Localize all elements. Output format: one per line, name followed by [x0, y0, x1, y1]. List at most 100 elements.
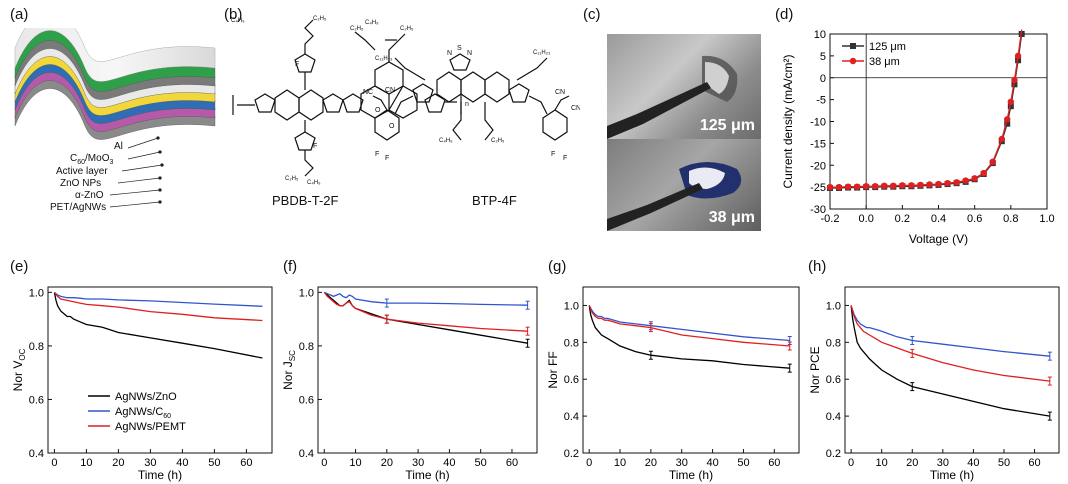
- data-point: [862, 183, 870, 190]
- leader-lines: [109, 136, 164, 208]
- photo-38um: 38 μm: [607, 139, 761, 231]
- series-line-2: [323, 292, 528, 332]
- data-point: [835, 183, 843, 191]
- stack-layers: [14, 28, 216, 140]
- svg-text:F: F: [295, 61, 299, 68]
- x-axis-label: Voltage (V): [909, 232, 968, 246]
- x-axis-label: Time (h): [669, 468, 713, 482]
- x-tick-label: 10: [876, 457, 888, 469]
- y-tick-label: 0.6: [564, 374, 579, 386]
- data-point: [1007, 98, 1015, 106]
- panel-letter-a: (a): [10, 6, 29, 23]
- device-stack-illustration: [14, 28, 216, 208]
- x-tick-label: 20: [112, 457, 124, 469]
- y-axis-label: Current density (mA/cm²): [781, 54, 795, 188]
- y-tick-label: 1.0: [299, 287, 314, 299]
- y-tick-label: 0.6: [826, 374, 841, 386]
- series-line-2: [53, 291, 263, 322]
- series-line-0: [53, 292, 263, 359]
- svg-text:N: N: [467, 50, 472, 57]
- x-tick-label: 1.0: [1039, 213, 1054, 225]
- x-axis-label: Time (h): [405, 468, 449, 482]
- x-axis-label: Time (h): [930, 468, 974, 482]
- svg-text:C₄H₉: C₄H₉: [365, 20, 379, 26]
- x-tick-label: 30: [412, 457, 424, 469]
- y-tick-label: 0.4: [29, 448, 44, 460]
- data-point: [1014, 52, 1022, 60]
- x-tick-label: 0.6: [967, 213, 982, 225]
- y-tick-label: 5: [820, 51, 826, 63]
- data-point: [890, 182, 897, 190]
- x-tick-label: 0.0: [859, 213, 874, 225]
- molecule-name-pbdb-t-2f: PBDB-T-2F: [272, 193, 339, 208]
- series-line-1: [588, 305, 790, 342]
- y-tick-label: 0.4: [826, 411, 841, 423]
- data-point: [962, 177, 969, 184]
- legend-marker: [849, 57, 857, 65]
- y-tick-label: 0.6: [299, 394, 314, 406]
- panel-letter-e: (e): [10, 258, 29, 275]
- plot-frame: [844, 286, 1060, 454]
- x-tick-label: 0: [848, 457, 854, 469]
- svg-text:O: O: [389, 123, 395, 130]
- data-point: [917, 181, 924, 189]
- svg-text:C₄H₉: C₄H₉: [231, 18, 245, 24]
- data-point: [971, 175, 978, 182]
- plot-frame: [47, 286, 273, 454]
- layer-label-pet-agnws: PET/AgNWs: [50, 202, 107, 213]
- panel-letter-b: (b): [224, 6, 243, 23]
- x-tick-label: 30: [144, 457, 156, 469]
- data-point: [1004, 116, 1011, 123]
- series-line-0: [588, 305, 790, 369]
- data-point: [881, 182, 888, 190]
- x-tick-label: 10: [614, 457, 626, 469]
- panel-letter-g: (g): [548, 258, 567, 275]
- x-tick-label: 60: [240, 457, 252, 469]
- y-tick-label: 0.8: [299, 341, 314, 353]
- y-tick-label: -30: [810, 204, 826, 216]
- data-point: [853, 183, 861, 190]
- data-point: [944, 179, 951, 187]
- x-tick-label: 0: [51, 457, 57, 469]
- svg-text:F: F: [385, 155, 389, 162]
- y-tick-label: 0.2: [826, 448, 841, 460]
- data-point: [1011, 81, 1018, 88]
- data-point: [1004, 120, 1011, 127]
- x-tick-label: 30: [937, 457, 949, 469]
- x-tick-label: 40: [706, 457, 718, 469]
- panel-letter-d: (d): [775, 6, 794, 23]
- data-point: [844, 183, 852, 190]
- svg-text:F: F: [313, 143, 317, 150]
- svg-text:C₂H₅: C₂H₅: [313, 16, 327, 22]
- y-tick-label: 1.0: [29, 287, 44, 299]
- y-axis-label: Nor JSC: [281, 350, 297, 390]
- photo-125um: 125 μm: [607, 34, 761, 139]
- svg-text:C₂H₅: C₂H₅: [350, 26, 364, 32]
- panel-letter-f: (f): [283, 258, 298, 275]
- legend-label: 38 μm: [869, 56, 900, 68]
- x-tick-label: 50: [475, 457, 487, 469]
- y-tick-label: -5: [816, 95, 826, 107]
- series-line-1: [324, 291, 528, 306]
- svg-text:C₂H₅: C₂H₅: [491, 138, 505, 144]
- x-tick-label: 0.8: [1003, 213, 1018, 225]
- svg-text:n: n: [465, 101, 469, 108]
- svg-text:CN: CN: [385, 87, 395, 94]
- series-line-2: [850, 305, 1050, 382]
- series-line-0: [850, 305, 1050, 417]
- x-tick-label: 0.2: [895, 213, 910, 225]
- y-tick-label: 0.8: [826, 337, 841, 349]
- svg-text:F: F: [551, 151, 555, 158]
- data-point: [980, 169, 987, 177]
- y-axis-label: Nor FF: [546, 351, 560, 388]
- svg-text:C₂H₅: C₂H₅: [285, 176, 299, 182]
- svg-text:C₁₁H₂₃: C₁₁H₂₃: [533, 50, 551, 56]
- plot-frame: [582, 286, 800, 454]
- y-tick-label: 0: [820, 73, 826, 85]
- chart-nor-pce: 0 10 20 30 40 50 60 0.2 0.4 0.6 0.8 1.0 Time (h) Nor …: [808, 286, 1060, 482]
- chart-nor-ff: 0 10 20 30 40 50 60 0.2 0.4 0.6 0.8 1.0 Time (h) Nor …: [546, 286, 800, 482]
- data-point: [872, 183, 879, 190]
- data-point: [935, 180, 942, 188]
- data-point: [899, 182, 906, 189]
